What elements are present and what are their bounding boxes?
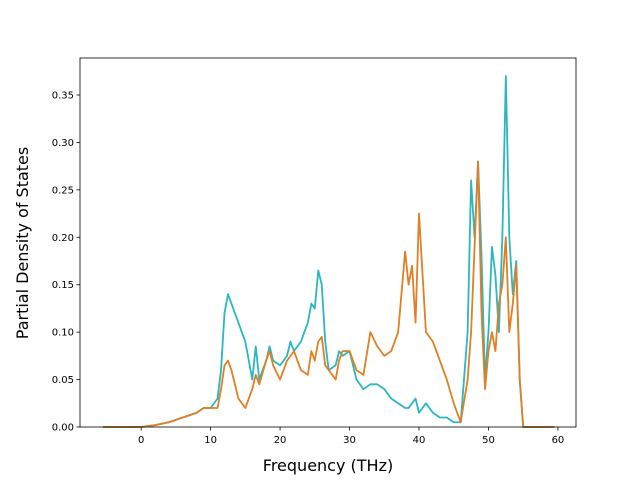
x-tick-label: 20	[274, 435, 287, 446]
x-tick-label: 30	[343, 435, 356, 446]
y-tick-label: 0.25	[52, 185, 74, 196]
y-tick-label: 0.10	[52, 328, 74, 339]
y-tick-label: 0.05	[52, 375, 74, 386]
x-tick-label: 0	[138, 435, 144, 446]
series-line	[102, 160, 555, 428]
y-tick-label: 0.15	[52, 280, 74, 291]
x-tick-label: 60	[552, 435, 565, 446]
y-axis-label: Partial Density of States	[13, 147, 32, 339]
plot-frame	[79, 57, 577, 428]
y-tick-label: 0.30	[52, 138, 74, 149]
x-tick-label: 40	[413, 435, 426, 446]
y-tick-label: 0.35	[52, 90, 74, 101]
y-tick-label: 0.20	[52, 233, 74, 244]
x-tick-label: 10	[204, 435, 217, 446]
y-tick-label: 0.00	[52, 423, 74, 434]
x-axis-label: Frequency (THz)	[263, 456, 393, 475]
x-tick-label: 50	[482, 435, 495, 446]
